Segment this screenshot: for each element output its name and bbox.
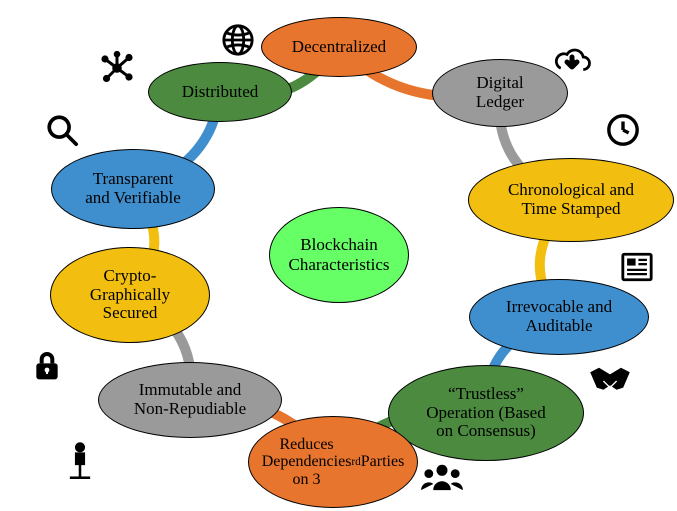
node-label: “Trustless”Operation (Basedon Consensus) [426,385,545,441]
node-digital-ledger: DigitalLedger [432,59,568,127]
node-trustless: “Trustless”Operation (Basedon Consensus) [388,365,584,461]
node-label: DigitalLedger [476,74,524,111]
center-label: BlockchainCharacteristics [288,235,389,274]
lock-icon [31,350,63,382]
node-label: Crypto-GraphicallySecured [90,267,170,323]
node-label: Irrevocable andAuditable [506,298,612,335]
node-label: Immutable andNon-Repudiable [134,381,246,418]
node-label: Transparentand Verifiable [85,170,181,207]
cloud-down-icon [552,47,592,77]
graph-icon [99,50,135,86]
node-immutable: Immutable andNon-Repudiable [98,362,282,438]
handshake-icon [588,366,632,397]
clock-icon [606,113,640,147]
node-chronological: Chronological andTime Stamped [468,158,674,242]
node-label: Chronological andTime Stamped [508,181,634,218]
group-icon [420,464,464,493]
diagram-stage: Decentralized DigitalLedger Chronological … [0,0,677,511]
node-crypto: Crypto-GraphicallySecured [50,247,210,343]
newspaper-icon [620,250,654,284]
node-decentralized: Decentralized [261,17,417,77]
node-reduces: ReducesDependencieson 3rd Parties [248,416,418,508]
node-label: Decentralized [292,38,386,57]
node-label: Distributed [182,83,259,102]
speaker-icon [61,441,99,479]
globe-icon [221,23,255,57]
node-transparent: Transparentand Verifiable [51,149,215,229]
node-irrevocable: Irrevocable andAuditable [469,279,649,355]
magnifier-icon [45,113,79,147]
center-node: BlockchainCharacteristics [269,207,409,303]
node-distributed: Distributed [148,62,292,122]
